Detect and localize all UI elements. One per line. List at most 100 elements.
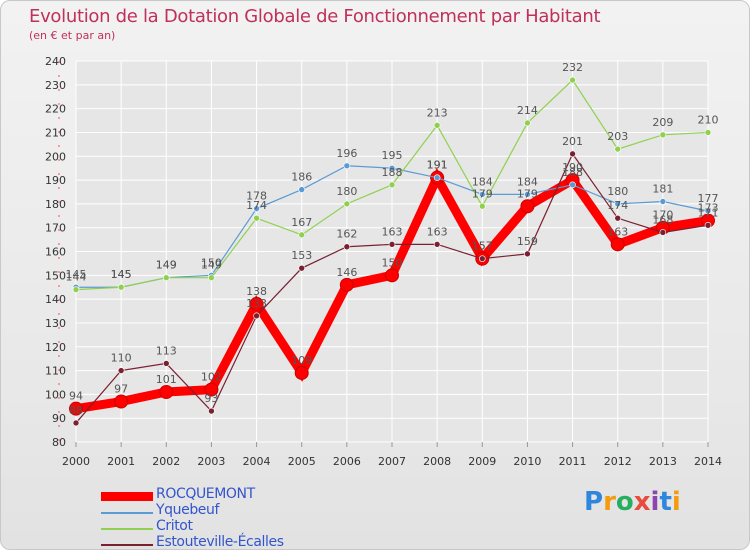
series-point-3 — [72, 419, 80, 427]
legend-label-yquebeuf: Yquebeuf — [156, 502, 220, 518]
data-label-0: 173 — [698, 202, 719, 215]
data-label-0: 170 — [652, 209, 673, 222]
series-point-3 — [524, 250, 531, 258]
data-label-0: 179 — [517, 187, 538, 200]
x-tick-label: 2004 — [243, 455, 271, 468]
x-tick-label: 2014 — [694, 455, 722, 468]
series-point-1 — [524, 191, 531, 198]
logo-letter: i — [650, 487, 660, 517]
series-point-2 — [298, 231, 306, 239]
legend-label-estouteville: Estouteville-Écalles — [156, 534, 284, 550]
data-label-1: 150 — [201, 256, 222, 269]
series-point-1 — [569, 181, 576, 189]
x-tick-label: 2009 — [468, 455, 496, 468]
y-tick-label: 220 — [45, 103, 66, 116]
series-point-1 — [433, 174, 441, 181]
series-point-2 — [117, 283, 125, 291]
series-point-3 — [704, 222, 712, 229]
data-label-3: 168 — [652, 213, 673, 226]
data-label-1: 195 — [382, 149, 403, 162]
x-tick-label: 2011 — [559, 455, 587, 468]
x-tick-label: 2001 — [107, 455, 135, 468]
series-point-0 — [385, 268, 399, 283]
data-label-3: 163 — [427, 225, 448, 238]
series-point-3 — [117, 367, 125, 374]
data-label-3: 153 — [291, 249, 312, 262]
data-label-2: 179 — [472, 187, 493, 200]
x-tick-label: 2003 — [197, 455, 225, 468]
data-label-1: 186 — [291, 171, 312, 184]
data-label-0: 191 — [427, 159, 448, 172]
data-label-3: 157 — [472, 240, 493, 253]
series-point-2 — [524, 119, 531, 127]
chart-subtitle: (en € et par an) — [29, 29, 116, 42]
data-label-1: 178 — [246, 190, 267, 203]
series-point-2 — [253, 214, 260, 222]
series-point-3 — [614, 214, 622, 222]
series-point-0 — [520, 199, 535, 214]
data-label-0: 163 — [607, 225, 628, 238]
data-label-2: 174 — [246, 199, 267, 212]
data-label-2: 145 — [111, 268, 132, 281]
y-tick-label: 120 — [45, 341, 66, 354]
data-label-2: 232 — [562, 61, 583, 74]
data-label-0: 138 — [246, 285, 267, 298]
series-point-3 — [162, 360, 170, 367]
series-point-1 — [253, 205, 260, 212]
series-point-3 — [208, 407, 215, 415]
series-point-1 — [614, 200, 622, 208]
logo-letter: o — [615, 487, 634, 517]
data-label-3: 201 — [562, 135, 583, 148]
y-tick-label: 90 — [52, 412, 66, 425]
data-label-2: 210 — [698, 113, 719, 126]
series-point-2 — [208, 274, 215, 281]
data-label-3: 93 — [204, 392, 218, 405]
y-tick-label: 150 — [45, 269, 66, 282]
data-label-2: 214 — [517, 104, 538, 117]
data-label-0: 157 — [472, 240, 493, 253]
series-point-1 — [478, 191, 486, 198]
data-label-3: 133 — [246, 297, 267, 310]
data-label-0: 190 — [562, 161, 583, 174]
data-label-1: 181 — [652, 182, 673, 195]
legend-label-critot: Critot — [156, 518, 193, 534]
data-label-3: 110 — [111, 352, 132, 365]
logo-letter: P — [584, 487, 604, 517]
data-label-3: 174 — [607, 199, 628, 212]
series-point-2 — [343, 200, 351, 208]
y-tick-label: 240 — [45, 55, 66, 68]
data-label-1: 196 — [336, 147, 357, 160]
x-tick-label: 2005 — [288, 455, 316, 468]
data-label-1: 145 — [66, 268, 87, 281]
y-tick-label: 200 — [45, 150, 66, 163]
data-label-1: 149 — [156, 259, 177, 272]
logo-letter: t — [659, 487, 672, 517]
data-label-1: 188 — [562, 166, 583, 179]
series-point-3 — [433, 241, 441, 248]
data-label-1: 184 — [517, 175, 538, 188]
series-point-1 — [659, 198, 667, 205]
series-point-1 — [704, 207, 712, 215]
data-label-0: 146 — [336, 266, 357, 279]
y-tick-label: 110 — [45, 365, 66, 378]
series-point-0 — [204, 382, 219, 397]
data-label-2: 209 — [652, 116, 673, 129]
series-point-0 — [249, 296, 264, 311]
y-tick-label: 80 — [52, 436, 66, 449]
data-label-2: 167 — [291, 216, 312, 229]
series-point-2 — [569, 76, 576, 84]
logo-letter: x — [633, 487, 651, 517]
series-point-2 — [614, 145, 622, 153]
data-label-0: 97 — [114, 383, 128, 396]
data-label-0: 150 — [382, 256, 403, 269]
data-label-2: 213 — [427, 106, 448, 119]
data-label-1: 177 — [698, 192, 719, 205]
data-label-3: 171 — [698, 206, 719, 219]
x-tick-label: 2007 — [378, 455, 406, 468]
series-point-3 — [253, 312, 260, 320]
data-label-0: 109 — [291, 354, 312, 367]
series-point-2 — [162, 274, 170, 281]
data-label-3: 163 — [382, 225, 403, 238]
legend-swatch-critot — [101, 528, 153, 530]
